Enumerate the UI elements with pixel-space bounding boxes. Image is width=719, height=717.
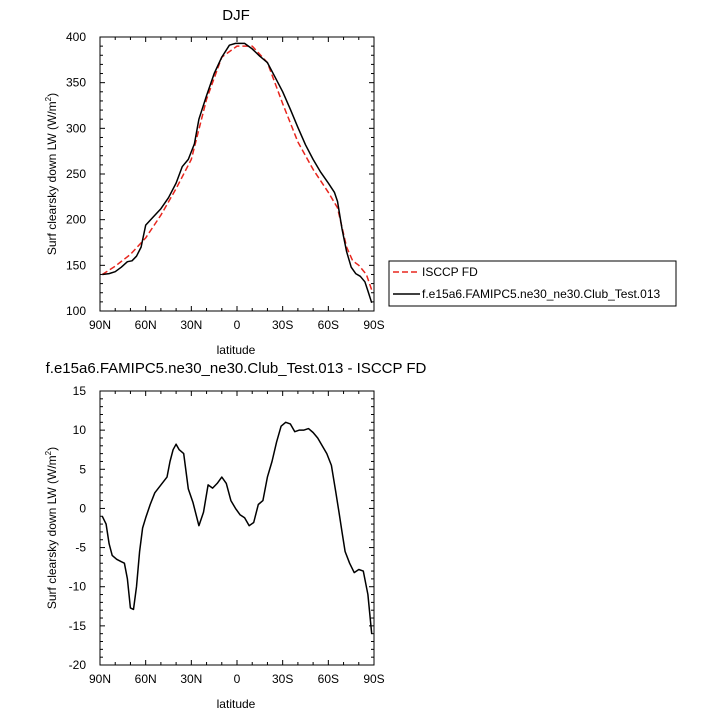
legend-box xyxy=(388,260,677,307)
y-tick-label: -20 xyxy=(69,658,87,672)
y-tick-label: 15 xyxy=(73,384,87,398)
bottom-ylabel-main: Surf clearsky down LW (W/m xyxy=(45,455,59,609)
x-tick-label: 60N xyxy=(135,318,157,332)
y-tick-label: 100 xyxy=(66,304,86,318)
x-tick-label: 0 xyxy=(234,318,241,332)
top-panel-ylabel: Surf clearsky down LW (W/m2) xyxy=(44,93,59,255)
top-panel-title: DJF xyxy=(222,7,250,24)
x-tick-label: 30N xyxy=(180,672,202,686)
bottom-panel-xlabel: latitude xyxy=(217,697,256,711)
y-tick-label: 150 xyxy=(66,258,86,272)
x-tick-label: 30S xyxy=(272,672,293,686)
bottom-panel-ylabel: Surf clearsky down LW (W/m2) xyxy=(44,447,59,609)
top-panel: DJF 90N 60N 30N 0 30S 60S 90S 100 150 200 250 300 35… xyxy=(44,7,385,357)
top-ylabel-end: ) xyxy=(45,93,59,97)
bottom-panel-plot: 90N 60N 30N 0 30S 60S 90S -20 -15 -10 -5 0 5 10 15 xyxy=(69,384,385,686)
top-panel-plot: 90N 60N 30N 0 30S 60S 90S 100 150 200 250 300 350 400 xyxy=(66,30,385,332)
series-line-isccp xyxy=(101,45,373,291)
y-tick-label: 300 xyxy=(66,121,86,135)
x-tick-label: 30S xyxy=(272,318,293,332)
legend: ISCCP FD f.e15a6.FAMIPC5.ne30_ne30.Club_… xyxy=(388,260,677,307)
y-tick-label: 350 xyxy=(66,76,86,90)
x-tick-label: 30N xyxy=(180,318,202,332)
y-tick-label: 400 xyxy=(66,30,86,44)
y-tick-label: 10 xyxy=(73,423,87,437)
x-tick-label: 90N xyxy=(89,672,111,686)
y-tick-label: 5 xyxy=(79,462,86,476)
x-tick-label: 90S xyxy=(363,672,384,686)
bottom-panel-frame xyxy=(99,390,375,666)
legend-label-model: f.e15a6.FAMIPC5.ne30_ne30.Club_Test.013 xyxy=(422,287,660,301)
top-ylabel-main: Surf clearsky down LW (W/m xyxy=(45,101,59,255)
bottom-panel: f.e15a6.FAMIPC5.ne30_ne30.Club_Test.013 … xyxy=(44,360,427,711)
bottom-ylabel-sup: 2 xyxy=(44,450,53,455)
x-tick-label: 90S xyxy=(363,318,384,332)
bottom-panel-title: f.e15a6.FAMIPC5.ne30_ne30.Club_Test.013 … xyxy=(46,360,427,377)
series-line-difference xyxy=(101,421,373,634)
top-panel-frame xyxy=(99,36,375,312)
y-tick-label: 0 xyxy=(79,501,86,515)
x-tick-label: 60N xyxy=(135,672,157,686)
y-tick-label: -5 xyxy=(75,541,86,555)
top-ylabel-sup: 2 xyxy=(44,96,53,101)
series-line-model xyxy=(102,42,373,304)
x-tick-label: 60S xyxy=(318,318,339,332)
x-tick-label: 60S xyxy=(318,672,339,686)
y-tick-label: -10 xyxy=(69,580,87,594)
y-tick-label: 200 xyxy=(66,213,86,227)
x-tick-label: 0 xyxy=(234,672,241,686)
top-panel-xlabel: latitude xyxy=(217,343,256,357)
y-tick-label: 250 xyxy=(66,167,86,181)
legend-label-isccp: ISCCP FD xyxy=(422,265,478,279)
y-tick-label: -15 xyxy=(69,619,87,633)
x-tick-label: 90N xyxy=(89,318,111,332)
bottom-ylabel-end: ) xyxy=(45,447,59,451)
